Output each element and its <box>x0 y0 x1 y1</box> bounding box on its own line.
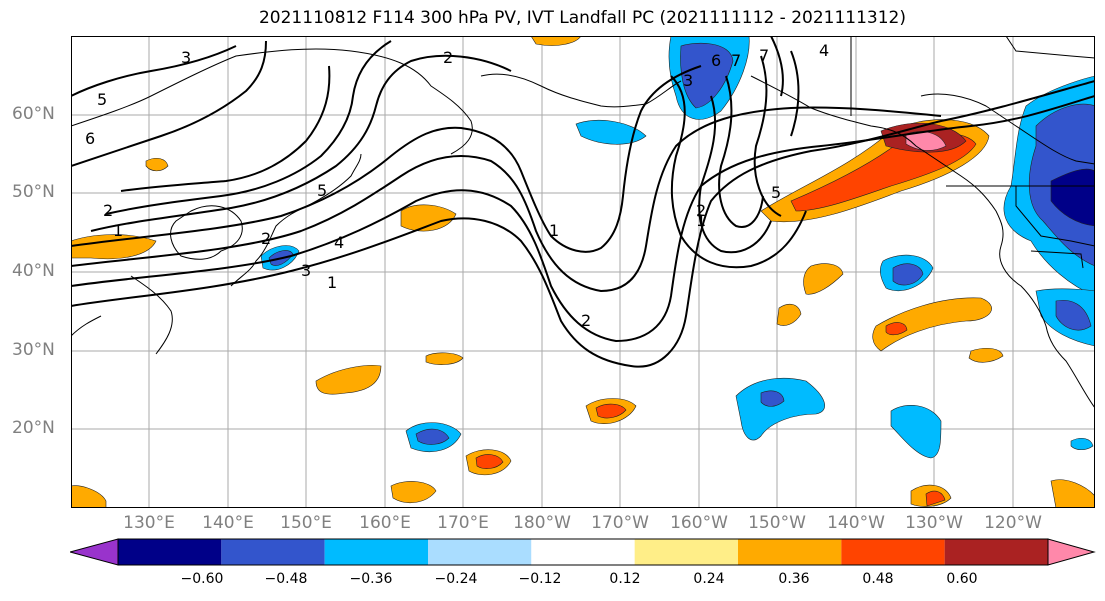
contour-label: 7 <box>759 46 769 65</box>
colorbar-tick: 0.24 <box>693 571 725 587</box>
contour-label: 4 <box>334 233 344 252</box>
lon-label-130w: 130°W <box>905 513 963 533</box>
contour-label: 2 <box>103 201 113 220</box>
colorbar-tick: 0.48 <box>862 571 894 587</box>
contour-label: 5 <box>771 183 781 202</box>
contour-label: 2 <box>261 229 271 248</box>
lat-label-40n: 40°N <box>12 261 55 281</box>
colorbar-tick: −0.48 <box>264 571 308 587</box>
colorbar-tick: −0.12 <box>518 571 562 587</box>
contour-label: 2 <box>696 201 706 220</box>
contour-label: 5 <box>317 181 327 200</box>
colorbar-cell <box>324 539 428 565</box>
gridlines <box>71 36 1095 508</box>
colorbar-cell <box>841 539 945 565</box>
contour-label: 1 <box>327 273 337 292</box>
lon-label-140w: 140°W <box>827 513 885 533</box>
lat-label-30n: 30°N <box>12 340 55 360</box>
lon-label-150w: 150°W <box>748 513 806 533</box>
colorbar-cell <box>944 539 1048 565</box>
contour-label: 1 <box>113 221 123 240</box>
contour-label: 1 <box>696 211 706 230</box>
contour-labels: 3 5 6 2 1 2 5 4 3 1 2 2 1 1 2 3 6 7 4 5 … <box>85 41 829 330</box>
colorbar-tick: −0.36 <box>349 571 393 587</box>
lon-label-160w: 160°W <box>670 513 728 533</box>
contour-label: 2 <box>443 48 453 67</box>
map-panel: 3 5 6 2 1 2 5 4 3 1 2 2 1 1 2 3 6 7 4 5 … <box>71 36 1095 508</box>
colorbar-cell <box>634 539 738 565</box>
lat-label-20n: 20°N <box>12 418 55 438</box>
lat-label-60n: 60°N <box>12 104 55 124</box>
contour-label: 3 <box>683 71 693 90</box>
contour-label: 6 <box>85 129 95 148</box>
contour-label: 2 <box>581 311 591 330</box>
colorbar-border <box>117 538 1049 566</box>
colorbar-tick: −0.60 <box>180 571 224 587</box>
colorbar <box>70 538 1096 566</box>
lat-label-50n: 50°N <box>12 182 55 202</box>
colorbar-extend-high <box>1047 538 1096 566</box>
lon-label-170w: 170°W <box>591 513 649 533</box>
colorbar-tick: −0.24 <box>434 571 478 587</box>
lon-label-150e: 150°E <box>280 513 332 533</box>
lon-label-130e: 130°E <box>123 513 175 533</box>
contour-label: 4 <box>819 41 829 60</box>
lon-label-120w: 120°W <box>984 513 1042 533</box>
colorbar-cell <box>738 539 842 565</box>
contour-label: 7 <box>731 51 741 70</box>
contour-label: 5 <box>97 90 107 109</box>
pv-contours <box>71 36 1095 368</box>
colorbar-cell <box>118 539 222 565</box>
lon-label-160e: 160°E <box>359 513 411 533</box>
contour-label: 3 <box>301 261 311 280</box>
colorbar-cell <box>428 539 532 565</box>
colorbar-tick: 0.12 <box>609 571 641 587</box>
map-title: 2021110812 F114 300 hPa PV, IVT Landfall… <box>258 8 906 28</box>
colorbar-cell <box>531 539 635 565</box>
colorbar-tick: 0.36 <box>778 571 810 587</box>
colorbar-cell <box>221 539 325 565</box>
lon-label-180w: 180°W <box>513 513 571 533</box>
lon-label-170e: 170°E <box>437 513 489 533</box>
contour-label: 1 <box>549 221 559 240</box>
contour-label: 6 <box>711 51 721 70</box>
colorbar-extend-low <box>70 538 119 566</box>
colorbar-tick: 0.60 <box>946 571 978 587</box>
lon-label-140e: 140°E <box>202 513 254 533</box>
contour-label: 3 <box>181 48 191 67</box>
